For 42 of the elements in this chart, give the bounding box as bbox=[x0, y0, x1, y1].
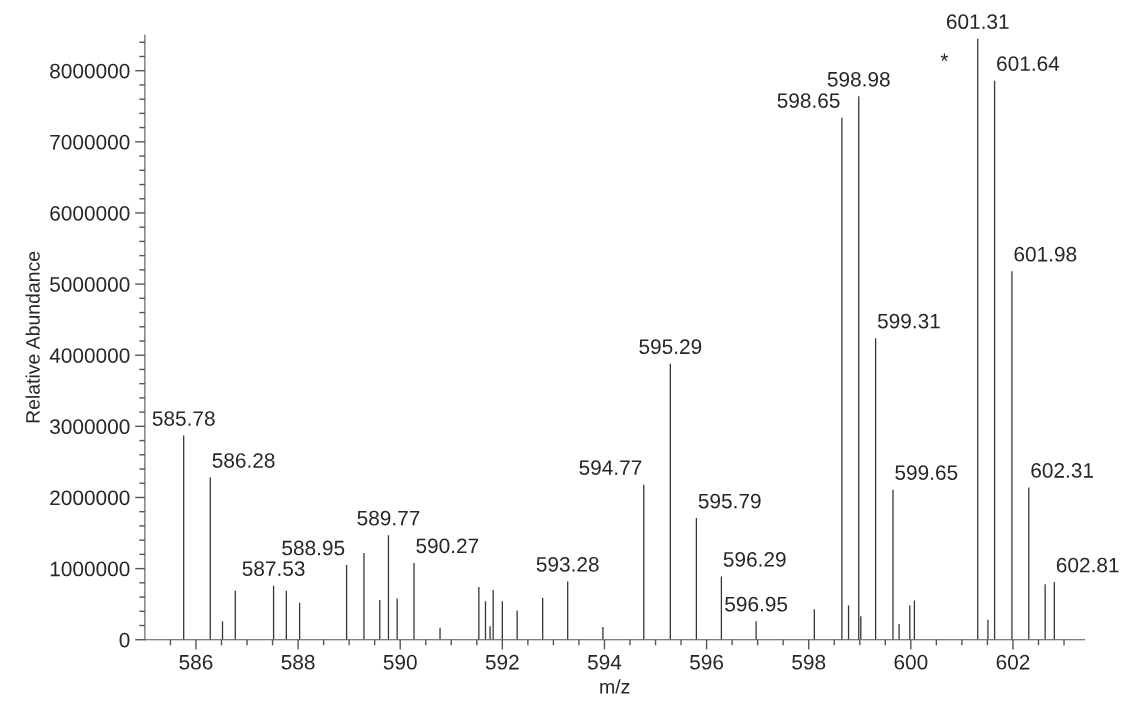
y-tick-label: 3000000 bbox=[50, 419, 130, 435]
x-tick-label: 594 bbox=[587, 654, 622, 670]
x-tick-label: 598 bbox=[792, 654, 826, 670]
annotation: 596.95 bbox=[725, 596, 788, 612]
annotation: 595.29 bbox=[639, 339, 702, 355]
x-tick-label: 592 bbox=[485, 654, 519, 670]
x-tick-label: 602 bbox=[996, 654, 1030, 670]
x-tick-label: 590 bbox=[383, 654, 417, 670]
annotation: 601.64 bbox=[997, 56, 1060, 71]
annotation: 601.98 bbox=[1014, 246, 1077, 262]
x-tick-label: 600 bbox=[894, 654, 928, 670]
annotation: 593.28 bbox=[536, 556, 599, 572]
x-tick-label: 586 bbox=[179, 654, 213, 670]
y-tick-label: 6000000 bbox=[50, 205, 130, 221]
annotation: * bbox=[940, 53, 949, 61]
annotation: 602.81 bbox=[1056, 557, 1119, 573]
y-tick-label: 1000000 bbox=[50, 561, 130, 577]
annotation: 586.28 bbox=[212, 453, 275, 468]
y-tick-label: 0 bbox=[119, 632, 130, 648]
x-tick-label: 588 bbox=[281, 654, 315, 670]
x-axis-title: m/z bbox=[600, 679, 630, 694]
annotation: 598.65 bbox=[777, 93, 840, 108]
annotation: 601.31 bbox=[946, 14, 1009, 30]
annotation: 587.53 bbox=[242, 561, 305, 576]
y-axis-title: Relative Abundance bbox=[25, 251, 40, 423]
annotation: 599.65 bbox=[895, 465, 958, 480]
y-tick-label: 8000000 bbox=[50, 63, 130, 79]
y-tick-label: 4000000 bbox=[49, 348, 130, 363]
annotation: 588.95 bbox=[282, 540, 345, 556]
annotation: 596.29 bbox=[723, 552, 786, 567]
annotation: 594.77 bbox=[579, 460, 642, 475]
y-tick-label: 7000000 bbox=[50, 134, 130, 150]
y-tick-label: 2000000 bbox=[50, 490, 130, 506]
annotation: 589.77 bbox=[357, 510, 420, 526]
annotation: 602.31 bbox=[1031, 463, 1093, 478]
annotation: 599.31 bbox=[877, 313, 940, 329]
annotation: 598.98 bbox=[827, 71, 890, 87]
y-tick-label: 5000000 bbox=[50, 277, 130, 292]
annotation: 590.27 bbox=[416, 538, 479, 554]
annotation: 595.79 bbox=[698, 493, 761, 509]
x-tick-label: 596 bbox=[690, 654, 724, 670]
annotation: 585.78 bbox=[152, 411, 215, 426]
